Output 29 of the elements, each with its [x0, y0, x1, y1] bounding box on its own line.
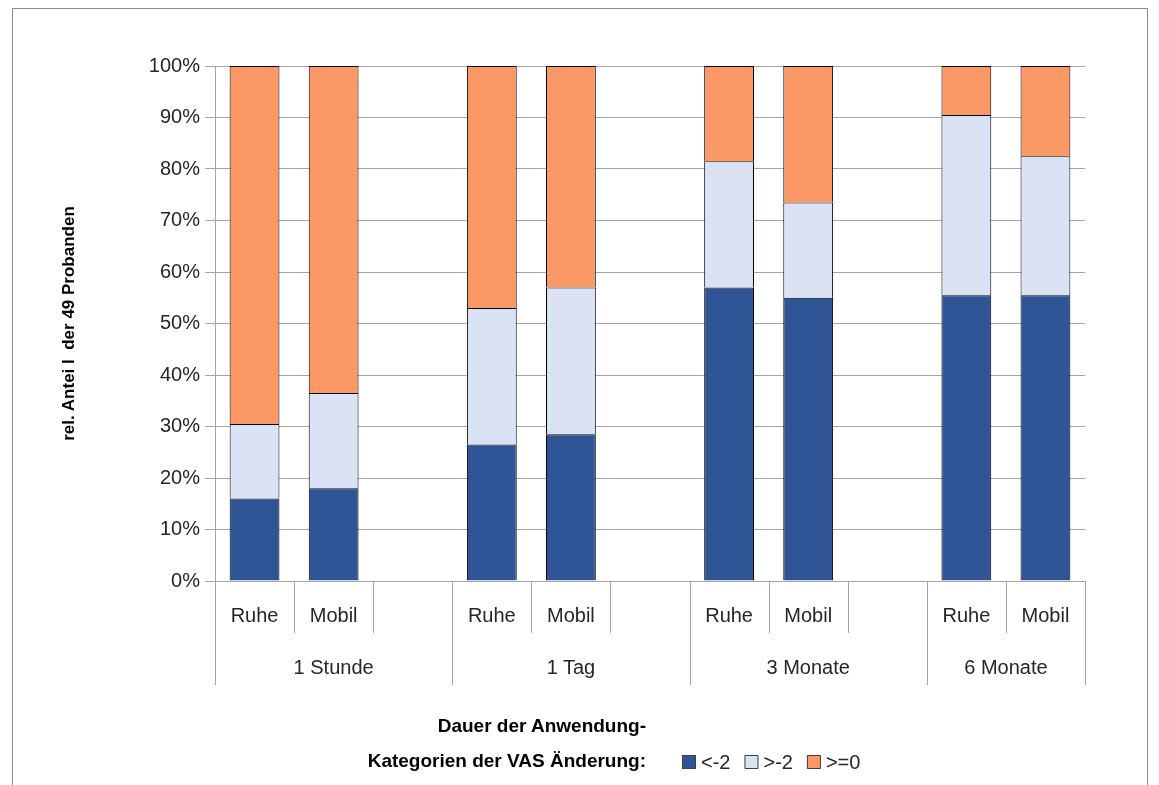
y-tick-label: 20%: [159, 465, 201, 488]
y-axis-title: rel. Antei l der 49 Probanden: [58, 206, 78, 441]
y-tick-label: 90%: [159, 105, 201, 128]
x-axis-title: Dauer der Anwendung-: [437, 715, 646, 737]
x-tick-label: Mobil: [547, 603, 595, 626]
legend-label: >-2: [763, 750, 793, 773]
x-tick-label: Ruhe: [705, 603, 753, 626]
legend-label: >=0: [825, 750, 861, 773]
y-tick-label: 70%: [159, 208, 201, 231]
text: 3 Monate: [766, 655, 850, 678]
x-tick-label: Mobil: [784, 603, 833, 626]
text: 1 Tag: [546, 655, 596, 678]
legend-title: Kategorien der VAS Änderung:: [367, 750, 646, 772]
y-tick-label: 10%: [159, 517, 201, 540]
x-tick-label: Ruhe: [942, 603, 991, 626]
y-tick-label: 30%: [159, 414, 201, 437]
y-tick-label: 0%: [171, 568, 201, 591]
y-tick-label: 40%: [159, 362, 201, 385]
y-tick-label: 80%: [159, 156, 201, 179]
x-tick-label: Ruhe: [467, 603, 516, 626]
y-tick-label: 60%: [159, 259, 201, 282]
x-tick-label: Ruhe: [230, 603, 279, 626]
text: 1 Stunde: [293, 655, 374, 678]
legend-label: <-2: [701, 750, 731, 773]
y-tick-label: 50%: [159, 311, 201, 334]
x-tick-label: Mobil: [309, 603, 358, 626]
text: 6 Monate: [964, 655, 1048, 678]
x-tick-label: Mobil: [1021, 603, 1070, 626]
y-tick-label: 100%: [148, 53, 201, 76]
